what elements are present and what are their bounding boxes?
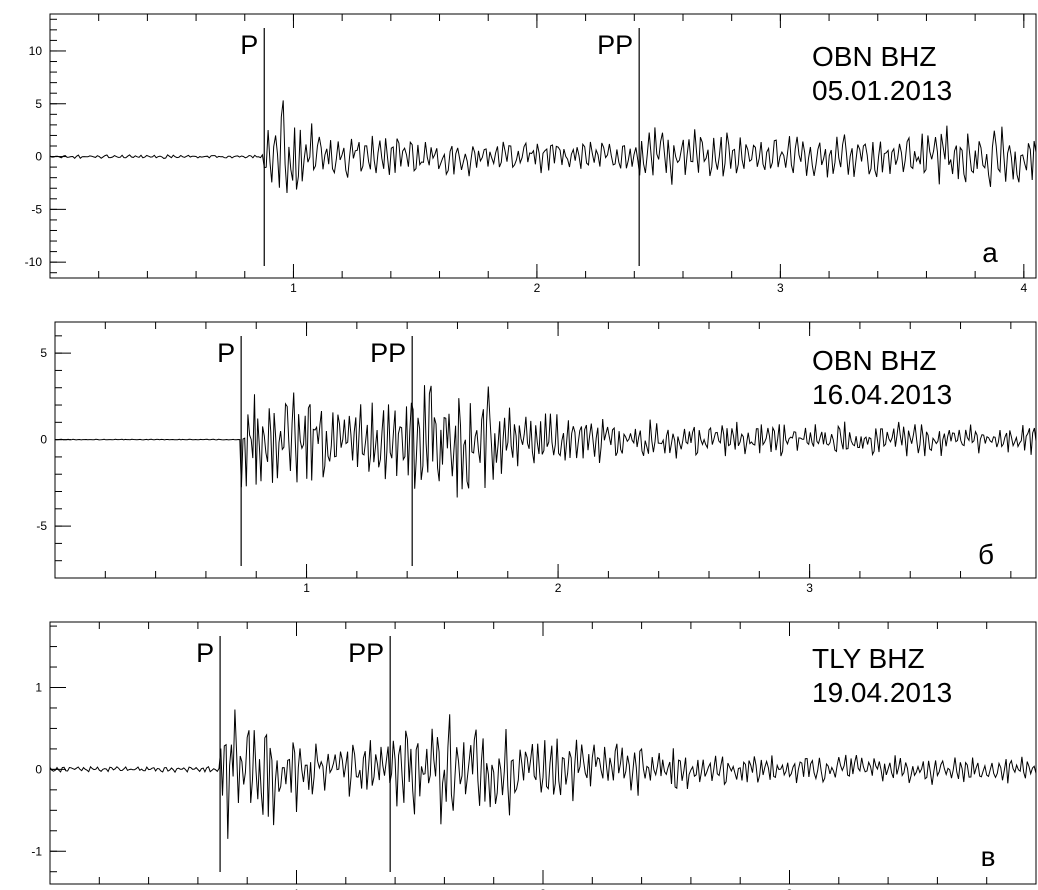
date-label: 19.04.2013 xyxy=(812,677,952,708)
panel-letter: а xyxy=(982,237,998,268)
x-tick-label: 2 xyxy=(540,887,547,890)
x-tick-label: 3 xyxy=(786,887,793,890)
phase-label: P xyxy=(240,30,258,60)
y-tick-label: 0 xyxy=(35,150,42,164)
y-tick-label: 5 xyxy=(40,346,47,360)
station-label: OBN BHZ xyxy=(812,41,936,72)
y-tick-label: 5 xyxy=(35,97,42,111)
y-tick-label: -1 xyxy=(31,844,42,858)
x-tick-label: 1 xyxy=(303,581,310,595)
x-tick-label: 2 xyxy=(555,581,562,595)
station-label: OBN BHZ xyxy=(812,345,936,376)
y-tick-label: -5 xyxy=(31,202,42,216)
x-tick-label: 2 xyxy=(534,281,541,295)
x-tick-label: 1 xyxy=(290,281,297,295)
x-tick-label: 3 xyxy=(806,581,813,595)
phase-label: P xyxy=(217,338,235,368)
phase-label: PP xyxy=(597,30,633,60)
waveform-trace xyxy=(49,100,1037,194)
phase-label: P xyxy=(196,638,214,668)
phase-label: PP xyxy=(348,638,384,668)
waveform-trace xyxy=(49,709,1037,839)
y-tick-label: -10 xyxy=(25,255,43,269)
waveform-trace xyxy=(54,385,1037,498)
phase-label: PP xyxy=(370,338,406,368)
date-label: 05.01.2013 xyxy=(812,75,952,106)
panel-letter: б xyxy=(978,539,994,570)
y-tick-label: 10 xyxy=(29,44,43,58)
x-tick-label: 4 xyxy=(1020,281,1027,295)
y-tick-label: 0 xyxy=(35,762,42,776)
x-tick-label: 1 xyxy=(293,887,300,890)
panel-letter: в xyxy=(981,841,996,872)
y-tick-label: 0 xyxy=(40,433,47,447)
station-label: TLY BHZ xyxy=(812,643,925,674)
plot-frame xyxy=(54,321,1037,579)
x-tick-label: 3 xyxy=(777,281,784,295)
y-tick-label: 1 xyxy=(35,681,42,695)
date-label: 16.04.2013 xyxy=(812,379,952,410)
y-tick-label: -5 xyxy=(36,519,47,533)
